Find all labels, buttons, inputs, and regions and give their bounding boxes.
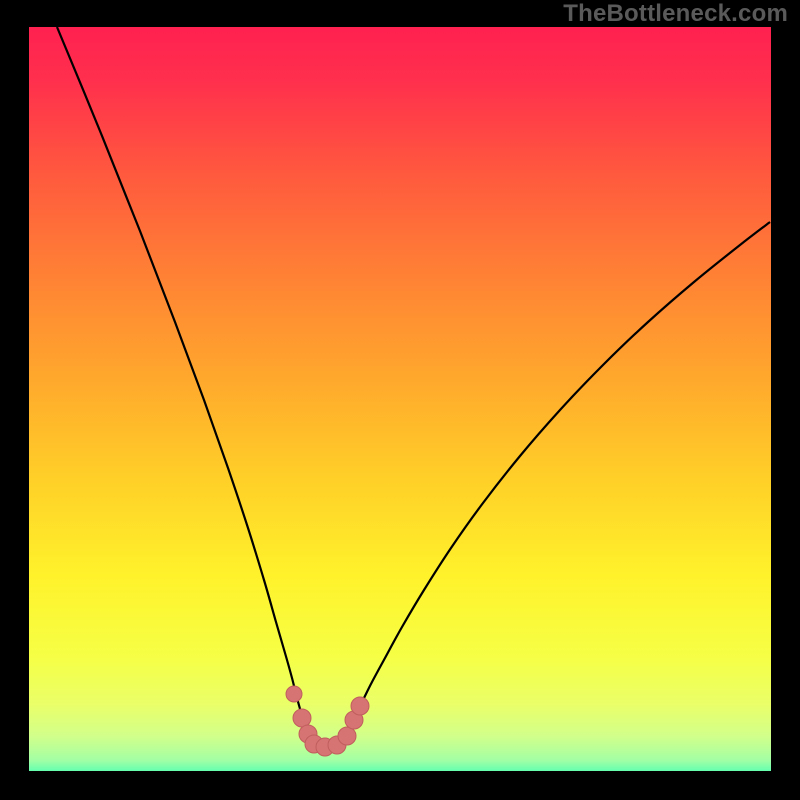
trough-marker [286,686,302,702]
trough-marker [338,727,356,745]
curve-overlay [0,0,800,800]
trough-markers [286,686,369,756]
border-right [771,0,800,800]
chart-container: { "meta": { "watermark": "TheBottleneck.… [0,0,800,800]
left-curve [57,27,302,716]
border-left [0,0,29,800]
border-bottom [0,771,800,800]
right-curve [354,222,770,718]
trough-marker [351,697,369,715]
watermark-text: TheBottleneck.com [563,0,788,28]
trough-marker [293,709,311,727]
